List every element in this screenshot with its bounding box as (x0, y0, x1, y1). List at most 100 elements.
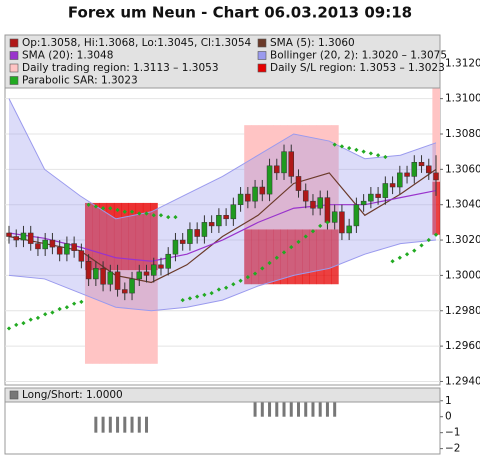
bar (304, 400, 308, 417)
sar-dot (158, 213, 164, 218)
bar (253, 400, 257, 417)
candle-body (64, 243, 70, 255)
y-tick-label: 1.3020 (445, 234, 480, 246)
region (84, 202, 93, 271)
sar-dot (318, 223, 323, 229)
sar-dot (375, 153, 381, 158)
region (128, 202, 137, 271)
region (294, 229, 303, 285)
sar-dot (100, 206, 106, 211)
sar-dot (426, 237, 431, 243)
sar-dot (361, 149, 366, 154)
region (432, 75, 441, 182)
candle-body (20, 232, 27, 241)
candle-body (194, 229, 200, 237)
sar-dot (231, 282, 236, 287)
legend-swatch (9, 63, 19, 73)
region (92, 202, 100, 271)
candle-body (85, 261, 92, 280)
sar-dot (419, 243, 424, 248)
candle-body (143, 271, 150, 276)
candle-body (331, 211, 338, 223)
legend-swatch (9, 51, 19, 60)
bar (116, 416, 120, 433)
sar-dot (368, 151, 373, 156)
sar-dot (397, 255, 402, 260)
candle-body (78, 250, 85, 262)
bar (94, 416, 98, 433)
sar-dot (267, 260, 272, 266)
sar-dot (238, 278, 243, 283)
bar (123, 416, 127, 433)
sar-dot (303, 234, 308, 239)
bar (275, 400, 279, 417)
bar (108, 416, 112, 433)
bar (137, 416, 141, 433)
legend-box (4, 34, 441, 89)
candle-body (230, 204, 237, 220)
candle-body (288, 151, 295, 177)
region (323, 229, 332, 285)
bar (296, 400, 300, 417)
region (432, 181, 441, 235)
candle-body (295, 176, 302, 191)
region (244, 125, 252, 230)
bar (260, 400, 264, 417)
legend-box (4, 387, 441, 403)
sar-dot (151, 213, 156, 218)
region (121, 202, 129, 271)
sar-dot (173, 214, 178, 220)
sar-dot (260, 266, 265, 271)
sar-dot (122, 209, 127, 214)
candle-body (129, 278, 135, 294)
candle-body (266, 165, 273, 195)
sar-dot (86, 202, 91, 207)
candle-body (179, 239, 186, 244)
legend-swatch (9, 38, 19, 48)
candle-body (259, 186, 266, 195)
candle-body (158, 264, 164, 269)
bar (325, 400, 329, 417)
sar-dot (332, 142, 337, 147)
candle-body (27, 232, 34, 244)
sar-dot (195, 294, 200, 299)
candle-body (368, 193, 374, 202)
region (258, 125, 267, 230)
sar-dot (202, 292, 207, 297)
bar (333, 400, 337, 417)
candle-body (418, 162, 425, 167)
y-tick-label: 1.3040 (445, 199, 480, 211)
y-tick-label: 1.3080 (445, 128, 480, 140)
sar-dot (144, 211, 149, 216)
candle-body (426, 165, 432, 174)
sar-dot (296, 239, 301, 244)
candle-body (433, 172, 439, 181)
sar-dot (137, 211, 142, 216)
region (287, 229, 296, 285)
sar-dot (115, 207, 120, 213)
candle-body (411, 162, 418, 177)
candle-body (389, 183, 396, 188)
sar-dot (404, 252, 410, 257)
candle-body (360, 200, 367, 205)
candle-body (382, 183, 389, 198)
legend-swatch (257, 38, 267, 48)
candle-body (237, 193, 244, 205)
sar-dot (252, 271, 258, 276)
candle-body (71, 243, 77, 251)
candle-body (136, 271, 143, 280)
region (113, 202, 122, 271)
region (331, 229, 339, 285)
candle-body (35, 243, 41, 250)
candle-body (172, 239, 179, 255)
sar-dot (390, 259, 395, 264)
sar-dot (223, 285, 229, 290)
sar-dot (289, 244, 294, 250)
candle-body (6, 232, 12, 237)
y-tick-label: −2 (445, 443, 460, 455)
legend-label: Long/Short: 1.0000 (22, 389, 123, 401)
candle-body (317, 197, 323, 209)
sar-dot (209, 290, 214, 296)
candle-body (216, 215, 222, 227)
